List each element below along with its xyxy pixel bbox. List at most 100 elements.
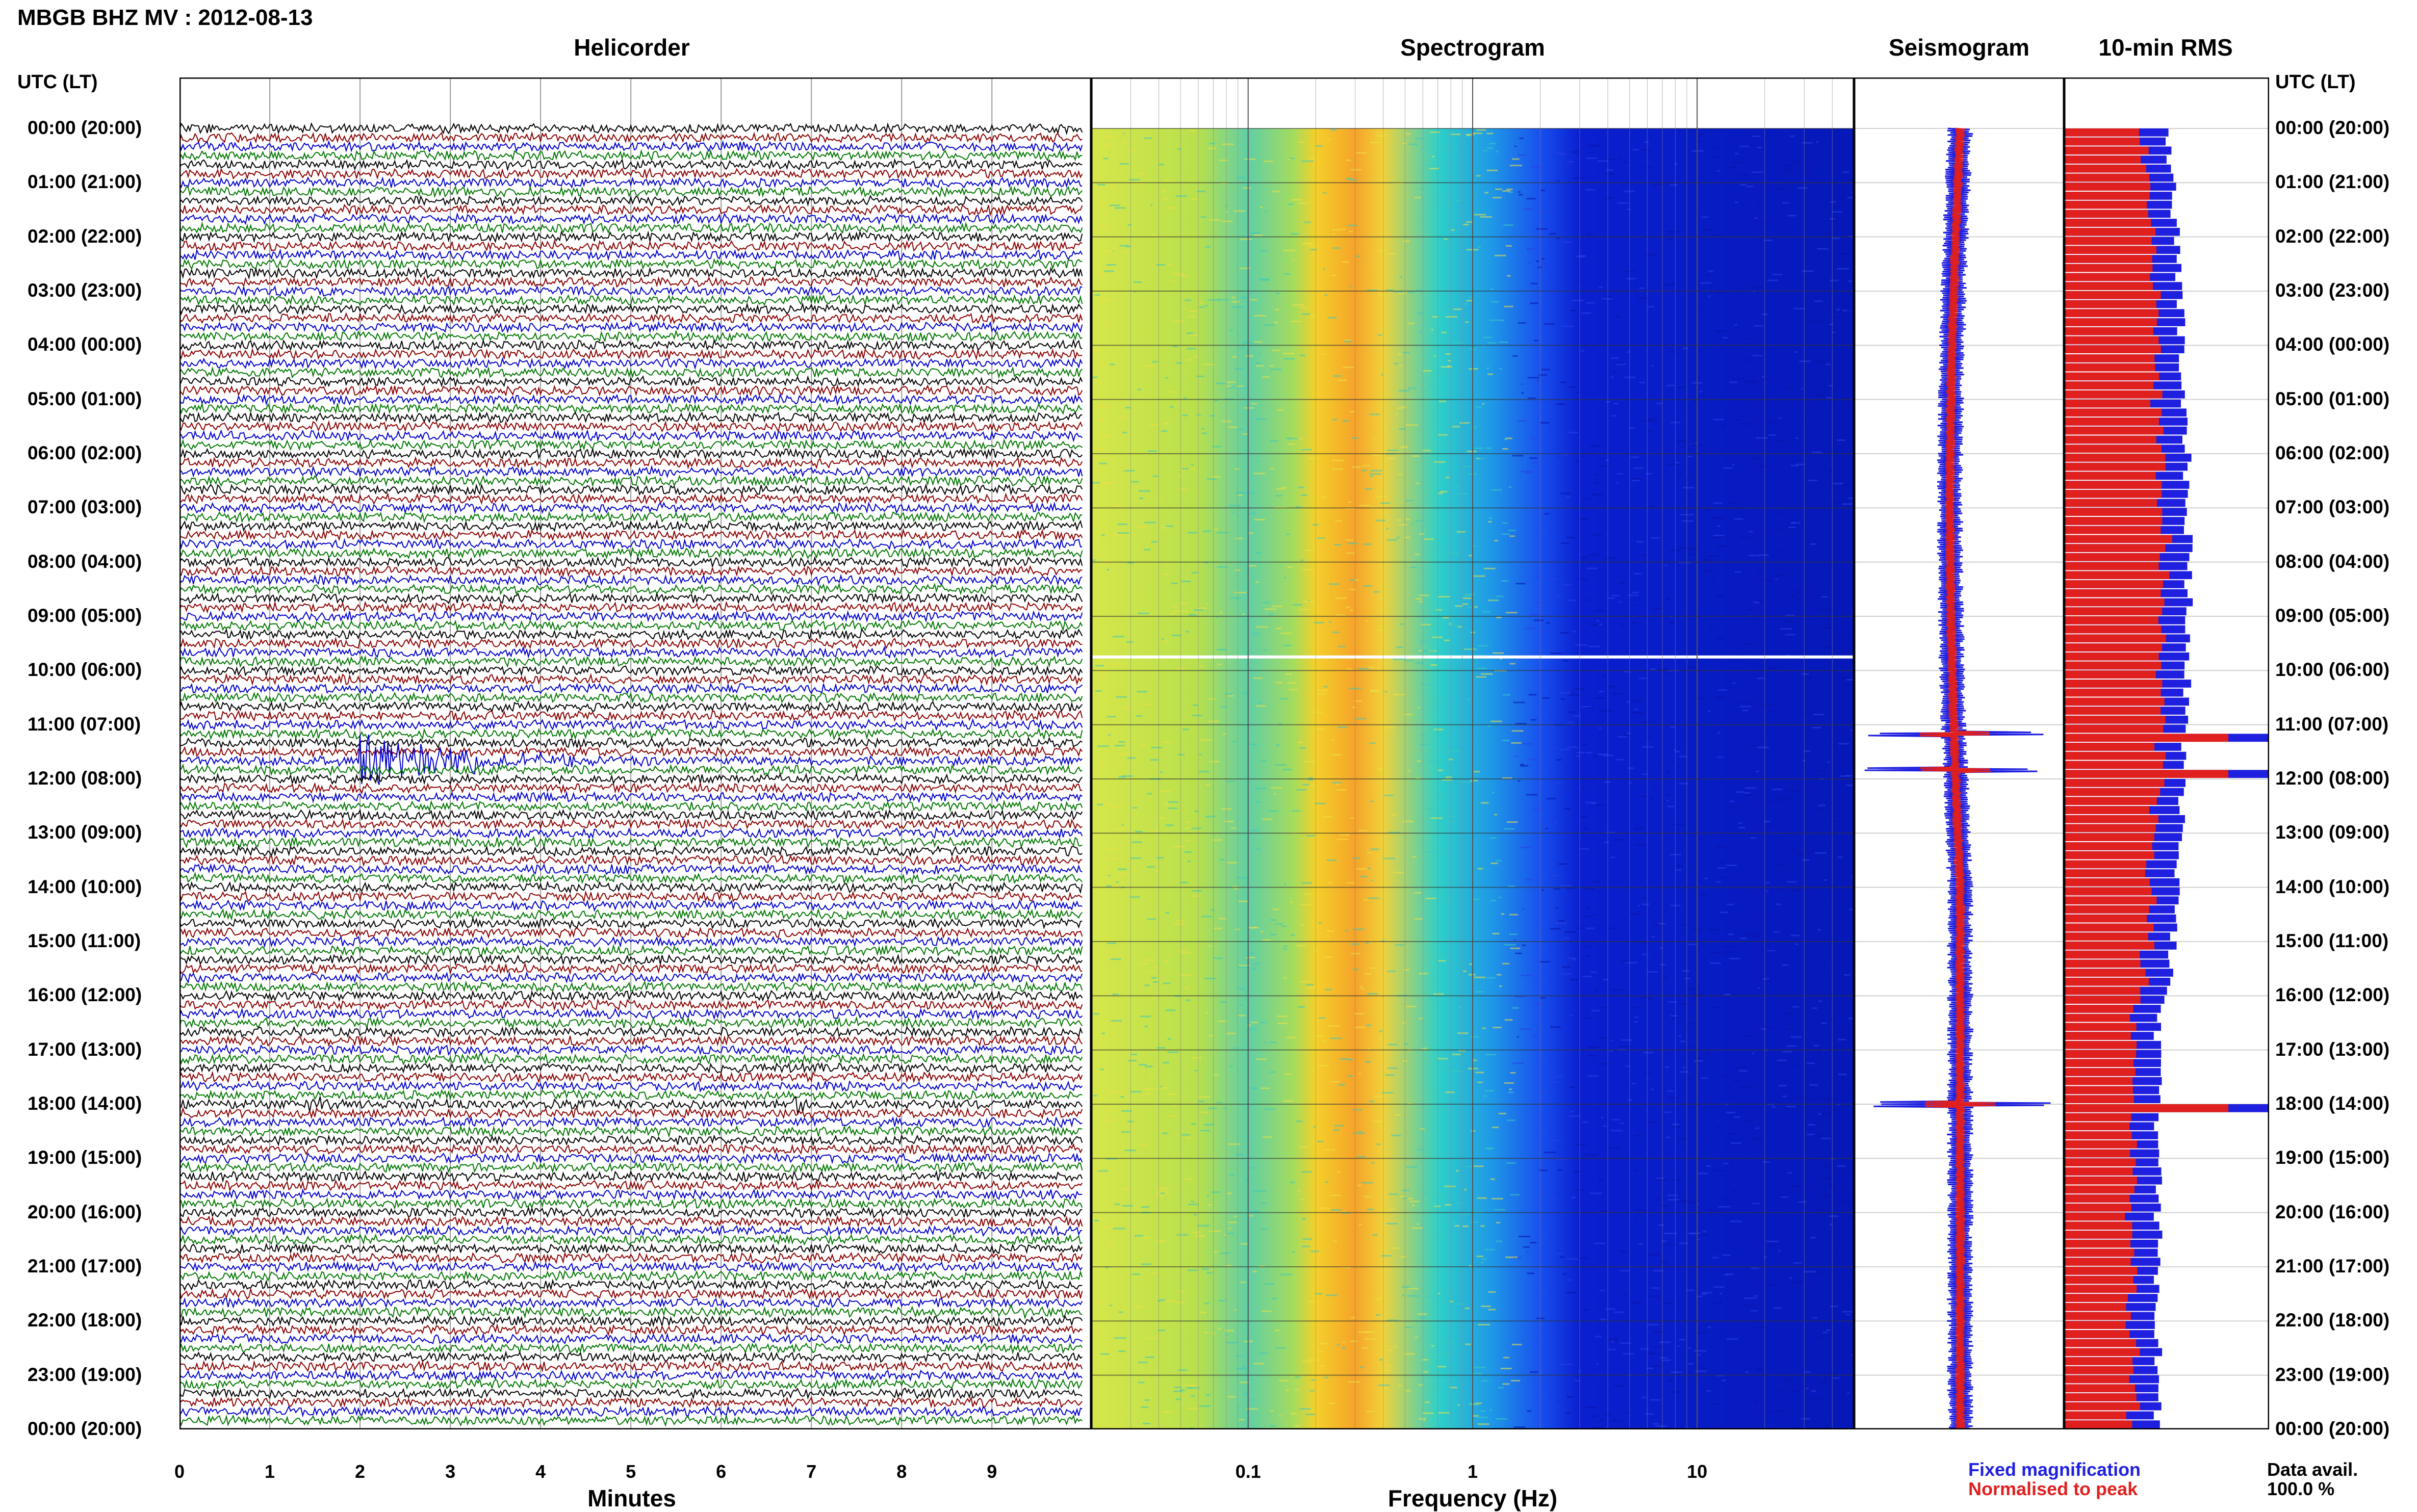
- spectrogram-texture: [1627, 351, 1630, 353]
- spectrogram-texture: [1617, 202, 1630, 204]
- spectrogram-texture: [1323, 192, 1326, 194]
- spectrogram-texture: [1848, 1018, 1853, 1019]
- spectrogram-texture: [1180, 275, 1188, 276]
- spectrogram-texture: [1399, 390, 1409, 392]
- spectrogram-texture: [1170, 406, 1173, 408]
- spectrogram-texture: [1667, 805, 1674, 807]
- time-label-right: 05:00 (01:00): [2275, 388, 2389, 410]
- spectrogram-texture: [1757, 747, 1769, 748]
- spectrogram-texture: [1611, 856, 1615, 858]
- spectrogram-texture: [1344, 341, 1351, 342]
- spectrogram-texture: [1121, 1096, 1124, 1098]
- spectrogram-texture: [1475, 991, 1484, 993]
- spectrogram-texture: [1660, 964, 1665, 966]
- rms-plot: [2064, 77, 2269, 1429]
- spectrogram-texture: [1842, 1311, 1854, 1313]
- spectrogram-texture: [1367, 852, 1372, 854]
- spectrogram-texture: [1709, 929, 1720, 930]
- rms-bar-normalised: [2064, 174, 2149, 182]
- spectrogram-texture: [1147, 866, 1154, 868]
- spectrogram-texture: [1758, 466, 1766, 467]
- spectrogram-texture: [1222, 144, 1234, 145]
- time-label-right: 16:00 (12:00): [2275, 984, 2389, 1006]
- spectrogram-texture: [1207, 478, 1217, 480]
- spectrogram-texture: [1185, 1179, 1192, 1180]
- spectrogram-texture: [1708, 711, 1711, 712]
- rms-bar-normalised: [2064, 354, 2154, 362]
- spectrogram-texture: [1576, 460, 1580, 462]
- spectrogram-texture: [1168, 264, 1172, 266]
- spectrogram-texture: [1283, 250, 1296, 251]
- spectrogram-texture: [1567, 957, 1576, 959]
- spectrogram-texture: [1829, 1019, 1837, 1020]
- spectrogram-texture: [1791, 595, 1797, 597]
- spectrogram-texture: [1379, 1038, 1383, 1039]
- spectrogram-texture: [1372, 1120, 1383, 1122]
- spectrogram-texture: [1641, 721, 1650, 722]
- spectrogram-texture: [1259, 250, 1268, 252]
- spectrogram-texture: [1150, 204, 1152, 205]
- spectrogram-texture: [1554, 888, 1560, 890]
- spectrogram-texture: [1385, 1074, 1395, 1076]
- spectrogram-texture: [1261, 1087, 1270, 1089]
- spectrogram-texture: [1795, 351, 1798, 353]
- spectrogram-texture: [1218, 1328, 1222, 1330]
- spectrogram-texture: [1118, 416, 1125, 418]
- spectrogram-texture: [1731, 1142, 1741, 1144]
- spectrogram-texture: [1256, 365, 1264, 367]
- spectrogram-texture: [1418, 1313, 1427, 1315]
- spectrogram-texture: [1457, 1032, 1468, 1034]
- spectrogram-texture: [1189, 310, 1197, 312]
- rms-bar-normalised: [2064, 345, 2161, 353]
- spectrogram-texture: [1254, 315, 1266, 317]
- spectrogram-texture: [1101, 1119, 1113, 1121]
- spectrogram-texture: [1717, 846, 1728, 847]
- spectrogram-texture: [1338, 726, 1348, 728]
- rms-bar-normalised: [2064, 1014, 2130, 1022]
- spectrogram-texture: [1482, 1028, 1485, 1029]
- spectrogram-texture: [1599, 691, 1604, 692]
- spectrogram-texture: [1820, 967, 1825, 969]
- spectrogram-texture: [1559, 749, 1570, 750]
- spectrogram-texture: [1411, 524, 1413, 526]
- spectrogram-texture: [1798, 1201, 1807, 1203]
- spectrogram-texture: [1812, 727, 1821, 728]
- spectrogram-texture: [1703, 1231, 1707, 1232]
- spectrogram-texture: [1258, 353, 1260, 354]
- spectrogram-texture: [1805, 1271, 1816, 1272]
- spectrogram-texture: [1122, 1205, 1133, 1207]
- spectrogram-texture: [1292, 1252, 1295, 1253]
- left-axis-header: UTC (LT): [17, 71, 98, 93]
- spectrogram-texture: [1571, 310, 1577, 311]
- spectrogram-texture: [1275, 764, 1287, 766]
- spectrogram-texture: [1478, 645, 1488, 646]
- spectrogram-texture: [1686, 1027, 1689, 1029]
- spectrogram-texture: [1611, 415, 1616, 416]
- spectrogram-texture: [1493, 653, 1504, 654]
- spectrogram-texture: [1163, 983, 1170, 984]
- spectrogram-texture: [1839, 1074, 1847, 1075]
- spectrogram-texture: [1300, 981, 1310, 983]
- spectrogram-texture: [1506, 245, 1512, 247]
- rms-bar-normalised: [2064, 418, 2159, 426]
- spectrogram-texture: [1406, 1006, 1416, 1007]
- spectrogram-texture: [1209, 1268, 1213, 1270]
- spectrogram-texture: [1814, 503, 1817, 505]
- spectrogram-texture: [1235, 468, 1239, 470]
- spectrogram-texture: [1647, 1368, 1653, 1369]
- spectrogram-texture: [1229, 1174, 1235, 1176]
- spectrogram-texture: [1585, 189, 1595, 191]
- spectrogram-texture: [1670, 184, 1678, 186]
- spectrogram-texture: [1204, 1302, 1209, 1304]
- spectrogram-texture: [1206, 1394, 1211, 1396]
- spectrogram-texture: [1185, 988, 1189, 989]
- spectrogram-texture: [1560, 1257, 1564, 1258]
- spectrogram-texture: [1653, 184, 1664, 185]
- spectrogram-texture: [1647, 419, 1659, 420]
- spectrogram-texture: [1351, 169, 1362, 171]
- spectrogram-texture: [1485, 192, 1488, 194]
- spectrogram-texture: [1141, 1406, 1148, 1408]
- spectrogram-texture: [1381, 503, 1391, 504]
- spectrogram-texture: [1402, 1286, 1411, 1288]
- spectrogram-texture: [1402, 1295, 1405, 1296]
